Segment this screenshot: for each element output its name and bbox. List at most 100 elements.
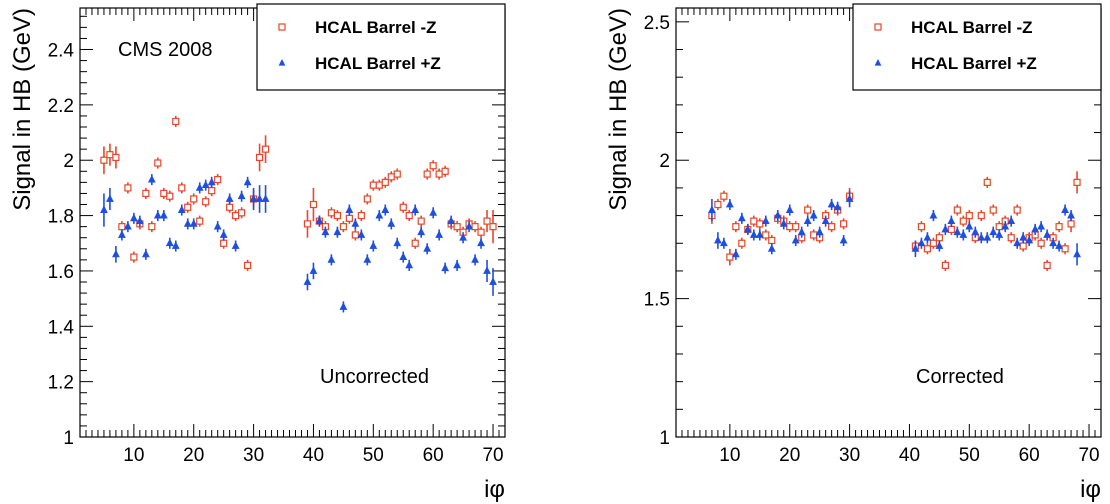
x-axis-title: iφ bbox=[1080, 476, 1101, 503]
data-point-triangle bbox=[112, 249, 120, 258]
data-point-square bbox=[1007, 234, 1015, 242]
data-point-triangle bbox=[459, 233, 467, 241]
data-point-square bbox=[929, 239, 937, 247]
data-point-triangle bbox=[201, 180, 210, 189]
data-point-triangle bbox=[429, 208, 438, 216]
data-point-triangle bbox=[453, 260, 462, 269]
data-point-square bbox=[726, 253, 734, 261]
data-point-square bbox=[202, 198, 210, 206]
data-point-triangle bbox=[953, 227, 962, 236]
annotation-top: CMS 2008 bbox=[118, 39, 213, 61]
data-point-square bbox=[804, 206, 812, 214]
data-point-square bbox=[1037, 239, 1045, 247]
data-point-square bbox=[1067, 220, 1075, 228]
data-point-triangle bbox=[363, 255, 372, 263]
data-point-square bbox=[1061, 245, 1069, 253]
legend-marker-triangle bbox=[874, 59, 882, 66]
data-point-triangle bbox=[159, 210, 168, 219]
x-tick-label: 60 bbox=[1019, 445, 1040, 466]
data-point-triangle bbox=[947, 216, 956, 225]
data-point-triangle bbox=[785, 205, 794, 213]
data-point-triangle bbox=[219, 230, 228, 238]
x-tick-label: 50 bbox=[363, 445, 384, 466]
data-point-triangle bbox=[189, 219, 198, 227]
x-tick-label: 10 bbox=[719, 445, 740, 466]
data-point-triangle bbox=[1043, 230, 1052, 238]
data-point-square bbox=[441, 167, 449, 175]
x-tick-label: 50 bbox=[959, 445, 980, 466]
data-point-square bbox=[923, 245, 932, 253]
data-point-square bbox=[393, 170, 401, 178]
data-point-square bbox=[983, 178, 991, 186]
data-point-square bbox=[369, 181, 377, 189]
data-point-triangle bbox=[983, 233, 992, 241]
data-point-triangle bbox=[797, 227, 806, 236]
data-point-triangle bbox=[411, 205, 420, 213]
y-tick-label: 1.6 bbox=[48, 262, 74, 283]
data-point-triangle bbox=[135, 216, 144, 225]
data-point-triangle bbox=[941, 224, 950, 233]
y-tick-label: 1.2 bbox=[48, 373, 74, 394]
data-point-square bbox=[345, 214, 353, 222]
y-tick-label: 1.8 bbox=[48, 207, 74, 228]
data-point-square bbox=[417, 217, 425, 225]
data-point-triangle bbox=[333, 227, 342, 236]
x-axis-title: iφ bbox=[484, 476, 505, 503]
data-point-triangle bbox=[489, 277, 497, 285]
data-point-square bbox=[989, 206, 997, 214]
data-point-square bbox=[405, 211, 413, 220]
data-point-triangle bbox=[213, 221, 222, 230]
data-point-square bbox=[214, 176, 222, 184]
data-point-square bbox=[190, 195, 198, 203]
x-tick-label: 40 bbox=[303, 445, 324, 466]
legend-label: HCAL Barrel +Z bbox=[911, 54, 1037, 73]
data-point-triangle bbox=[261, 194, 270, 202]
data-point-square bbox=[489, 223, 497, 231]
data-point-triangle bbox=[417, 227, 426, 236]
x-tick-label: 70 bbox=[1078, 445, 1099, 466]
data-point-square bbox=[142, 189, 150, 198]
data-point-triangle bbox=[447, 216, 456, 225]
data-point-square bbox=[184, 203, 192, 211]
data-point-triangle bbox=[345, 205, 354, 213]
y-tick-label: 2 bbox=[659, 151, 670, 172]
data-point-triangle bbox=[917, 238, 926, 247]
legend: HCAL Barrel -Z HCAL Barrel +Z bbox=[852, 3, 1102, 91]
data-point-square bbox=[255, 153, 264, 162]
data-point-square bbox=[965, 211, 973, 220]
data-point-square bbox=[917, 223, 926, 231]
data-point-square bbox=[112, 153, 120, 162]
data-point-triangle bbox=[714, 235, 722, 244]
data-point-square bbox=[100, 156, 108, 164]
x-tick-label: 40 bbox=[899, 445, 920, 466]
data-point-square bbox=[196, 217, 204, 225]
data-point-triangle bbox=[989, 227, 998, 236]
data-point-triangle bbox=[995, 230, 1004, 238]
data-point-triangle bbox=[327, 255, 336, 263]
series-plus-z bbox=[708, 190, 1081, 266]
data-point-square bbox=[995, 223, 1003, 231]
data-point-square bbox=[232, 211, 240, 220]
data-point-triangle bbox=[153, 210, 162, 219]
data-point-triangle bbox=[815, 227, 824, 236]
data-point-square bbox=[148, 223, 156, 231]
data-point-square bbox=[220, 239, 228, 247]
data-point-square bbox=[732, 223, 740, 231]
data-point-triangle bbox=[381, 205, 390, 213]
data-point-triangle bbox=[177, 205, 186, 213]
y-tick-label: 1 bbox=[659, 428, 670, 449]
data-point-triangle bbox=[423, 244, 432, 252]
y-tick-label: 1.4 bbox=[48, 317, 75, 338]
data-point-square bbox=[750, 217, 758, 225]
data-point-triangle bbox=[147, 174, 156, 183]
data-point-triangle bbox=[1013, 238, 1022, 247]
data-point-square bbox=[756, 220, 764, 228]
data-point-square bbox=[351, 231, 359, 239]
data-point-square bbox=[327, 209, 336, 217]
data-point-square bbox=[483, 217, 491, 225]
data-point-triangle bbox=[839, 235, 848, 244]
data-point-square bbox=[435, 170, 443, 178]
data-point-triangle bbox=[1001, 221, 1010, 230]
data-point-square bbox=[130, 253, 138, 261]
x-tick-label: 60 bbox=[423, 445, 444, 466]
